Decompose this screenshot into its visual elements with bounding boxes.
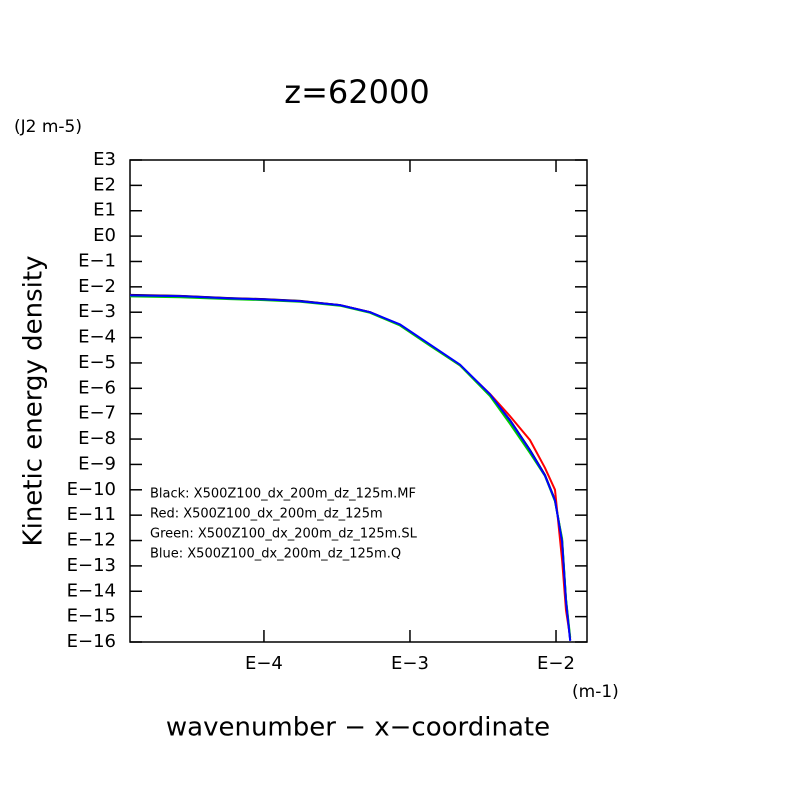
y-tick-label: E−5	[78, 352, 116, 373]
x-tick-label: E−2	[537, 653, 575, 674]
y-tick-label: E−8	[78, 428, 116, 449]
x-axis-label: wavenumber − x−coordinate	[166, 713, 550, 743]
y-tick-label: E1	[93, 200, 116, 221]
y-tick-label: E−6	[78, 377, 116, 398]
y-tick-label: E−13	[67, 555, 116, 576]
y-unit: (J2 m-5)	[14, 117, 82, 137]
y-tick-label: E2	[93, 174, 116, 195]
series-line	[130, 294, 572, 642]
legend-entry: Red: X500Z100_dx_200m_dz_125m	[150, 507, 383, 522]
y-tick-label: E3	[93, 149, 116, 170]
series-line	[130, 294, 572, 638]
legend-entry: Green: X500Z100_dx_200m_dz_125m.SL	[150, 527, 418, 542]
y-tick-label: E−4	[78, 327, 116, 348]
plot-frame	[129, 159, 588, 643]
x-unit: (m-1)	[572, 682, 619, 702]
y-tick-label: E−7	[78, 403, 116, 424]
series-line	[130, 295, 572, 638]
y-tick-label: E−12	[67, 530, 116, 551]
legend-entry: Blue: X500Z100_dx_200m_dz_125m.Q	[150, 547, 401, 562]
y-tick-label: E−3	[78, 301, 116, 322]
x-tick-label: E−4	[245, 653, 283, 674]
series-line	[130, 293, 572, 641]
y-tick-label: E−2	[78, 276, 116, 297]
y-tick-label: E−11	[67, 504, 116, 525]
y-tick-label: E0	[93, 225, 116, 246]
y-tick-label: E−1	[78, 250, 116, 271]
y-tick-label: E−9	[78, 453, 116, 474]
legend-entry: Black: X500Z100_dx_200m_dz_125m.MF	[150, 487, 416, 502]
x-tick-label: E−3	[391, 653, 429, 674]
y-tick-label: E−14	[67, 580, 116, 601]
chart-title: z=62000	[284, 73, 429, 111]
y-axis-label: Kinetic energy density	[19, 256, 49, 547]
y-tick-label: E−10	[67, 479, 116, 500]
y-tick-label: E−16	[67, 631, 116, 652]
y-tick-label: E−15	[67, 606, 116, 627]
